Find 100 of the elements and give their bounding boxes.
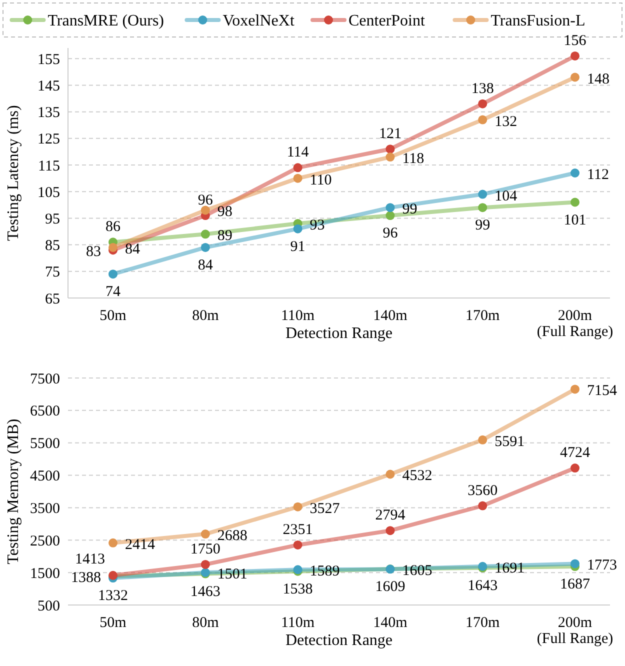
x-tick-label: 110m (280, 308, 315, 324)
data-label: 112 (587, 167, 609, 183)
point (108, 270, 118, 279)
point (570, 559, 580, 568)
data-label: 93 (310, 218, 325, 234)
point (386, 526, 395, 536)
y-tick-label: 6500 (30, 404, 60, 420)
data-label: 1773 (587, 558, 617, 574)
data-label: 96 (198, 192, 214, 209)
y-tick-label: 1500 (30, 566, 60, 582)
y-tick-label: 4500 (30, 468, 60, 485)
point (200, 206, 210, 215)
data-label: 101 (564, 212, 586, 228)
x-tick-label: 110m (280, 615, 315, 631)
data-label: 114 (286, 144, 310, 161)
data-label: 3527 (310, 500, 340, 517)
x-tick-label: 80m (192, 308, 220, 324)
point (200, 560, 210, 569)
x-axis-title: Detection Range (285, 632, 393, 649)
y-axis-title: Testing Memory (MB) (5, 418, 22, 564)
x-tick-label: 140m (373, 308, 408, 324)
data-label: 99 (475, 218, 490, 234)
data-label: 1388 (71, 570, 101, 586)
y-tick-label: 85 (45, 238, 60, 254)
x-tick-label: 50m (100, 615, 127, 631)
y-tick-label: 2500 (30, 533, 60, 550)
legend-label: CenterPoint (348, 12, 426, 30)
point (293, 224, 302, 234)
data-label: 1643 (468, 578, 498, 594)
data-label: 1687 (560, 576, 590, 593)
point (570, 198, 580, 207)
point (478, 435, 488, 444)
point (478, 501, 488, 510)
data-label: 1605 (402, 563, 432, 580)
legend-label: VoxelNeXt (222, 12, 295, 30)
data-label: 104 (494, 188, 518, 204)
point (386, 152, 395, 162)
point (293, 174, 302, 183)
data-label: 148 (587, 71, 610, 88)
point (200, 230, 210, 239)
data-label: 86 (106, 219, 121, 236)
data-label: 1332 (98, 588, 128, 604)
point (570, 464, 580, 473)
y-tick-label: 105 (38, 184, 60, 201)
legend-label: TransFusion-L (490, 12, 586, 30)
point (570, 51, 580, 60)
data-label: 118 (402, 151, 424, 168)
point (200, 242, 210, 252)
data-label: 84 (198, 257, 214, 274)
y-tick-label: 145 (38, 78, 60, 94)
x-tick-label: 50m (100, 308, 127, 324)
data-label: 3560 (468, 482, 498, 499)
data-label: 74 (106, 284, 121, 300)
data-label: 1501 (217, 566, 248, 583)
legend-label: TransMRE (Ours) (48, 12, 164, 30)
data-label: 2351 (282, 522, 313, 538)
point (108, 538, 118, 548)
data-label: 1691 (494, 560, 525, 576)
point (478, 99, 488, 108)
point (570, 72, 580, 82)
y-tick-label: 75 (45, 264, 60, 281)
data-label: 132 (494, 114, 518, 130)
point (570, 384, 580, 394)
data-label: 1538 (282, 581, 313, 598)
y-tick-label: 7500 (30, 371, 60, 388)
point (478, 115, 488, 124)
data-label: 138 (471, 80, 494, 97)
point (293, 163, 302, 172)
data-label: 89 (217, 228, 232, 244)
y-tick-label: 3500 (30, 500, 60, 517)
x-tick-label: 200m (Full Range) (536, 308, 614, 340)
point (386, 211, 395, 220)
data-label: 7154 (587, 383, 618, 400)
x-tick-label: 170m (466, 308, 500, 324)
y-tick-label: 95 (45, 211, 60, 228)
data-label: 4724 (560, 445, 590, 462)
y-tick-label: 125 (38, 132, 60, 148)
y-axis-title: Testing Latency (ms) (5, 105, 22, 241)
data-label: 84 (125, 241, 140, 258)
data-label: 110 (310, 172, 332, 188)
x-tick-label: 140m (373, 615, 408, 631)
x-axis-title: Detection Range (285, 325, 393, 342)
point (570, 168, 580, 178)
y-tick-label: 65 (45, 291, 60, 308)
data-label: 1609 (375, 579, 406, 596)
y-tick-label: 155 (38, 52, 60, 68)
y-tick-label: 135 (38, 105, 60, 122)
x-tick-label: 80m (192, 615, 220, 631)
data-label: 83 (86, 244, 101, 260)
data-label: 121 (378, 126, 402, 142)
point (293, 502, 302, 512)
data-label: 1413 (75, 551, 105, 568)
y-tick-label: 115 (38, 158, 60, 174)
data-label: 4532 (402, 468, 432, 484)
data-label: 2794 (375, 508, 406, 524)
data-label: 96 (382, 226, 398, 242)
data-label: 2414 (125, 536, 156, 553)
x-tick-label: 200m (Full Range) (536, 615, 614, 647)
data-label: 98 (217, 204, 232, 220)
data-label: 99 (402, 202, 418, 218)
